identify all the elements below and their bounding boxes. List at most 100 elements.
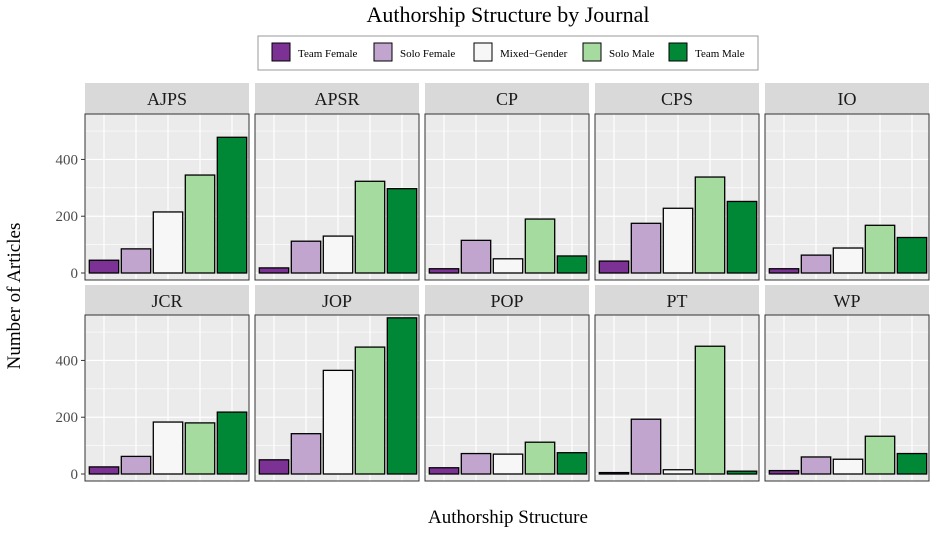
bar-apsr-1 — [290, 240, 322, 274]
panel-strip — [85, 83, 249, 114]
bar-apsr-2 — [322, 235, 354, 274]
panel: AJPS 0 200 400 — [56, 83, 250, 282]
panel-strip — [595, 83, 759, 114]
legend-label: Solo Male — [609, 48, 655, 60]
bar-io-3 — [864, 224, 896, 274]
bar-pt-4 — [726, 470, 758, 475]
legend-label: Team Female — [298, 48, 358, 60]
bar-jop-0 — [258, 459, 290, 475]
bar-jop-3 — [354, 346, 386, 475]
panel: APSR — [254, 83, 420, 281]
legend-label: Mixed−Gender — [500, 48, 568, 60]
panel-strip — [255, 83, 419, 114]
panel-border — [254, 314, 420, 482]
legend-swatch — [271, 42, 291, 62]
bar-cp-0 — [428, 268, 460, 274]
panel: WP — [764, 285, 930, 482]
bar-cps-3 — [694, 176, 726, 274]
y-axis-title: Number of Articles — [4, 223, 25, 370]
bar-pop-3 — [524, 441, 556, 475]
bar-pt-2 — [662, 469, 694, 475]
bar-jcr-3 — [184, 422, 216, 475]
bar-cp-1 — [460, 239, 492, 274]
panel-strip — [765, 285, 929, 315]
legend-swatch — [473, 42, 493, 62]
panel-strip-label: PT — [666, 291, 687, 311]
bar-io-0 — [768, 268, 800, 274]
panel-plot-area — [595, 315, 759, 481]
bar-wp-4 — [896, 452, 928, 475]
y-tick-label: 0 — [71, 266, 79, 282]
bar-wp-2 — [832, 458, 864, 475]
panel-strip-label: CPS — [661, 89, 693, 109]
panel-strip-label: WP — [834, 291, 861, 311]
bar-cp-3 — [524, 218, 556, 274]
bar-io-2 — [832, 247, 864, 274]
legend-swatch — [668, 42, 688, 62]
bar-ajps-1 — [120, 248, 152, 274]
bar-ajps-2 — [152, 211, 184, 274]
bar-pt-3 — [694, 345, 726, 475]
panel-border — [594, 314, 760, 482]
panel-strip — [425, 285, 589, 315]
panel: CPS — [594, 83, 760, 281]
bar-io-4 — [896, 236, 928, 274]
bar-pop-0 — [428, 467, 460, 475]
bar-jcr-4 — [216, 411, 248, 475]
panel-strip-label: CP — [496, 89, 518, 109]
bar-cps-0 — [598, 260, 630, 274]
panel-strip-label: IO — [838, 89, 857, 109]
panel-strip-label: AJPS — [147, 89, 187, 109]
panel-strip-label: POP — [490, 291, 523, 311]
bar-pop-1 — [460, 452, 492, 475]
panel-strip-label: JOP — [322, 291, 352, 311]
panel-strip — [765, 83, 929, 114]
bar-ajps-3 — [184, 174, 216, 274]
bar-wp-1 — [800, 456, 832, 475]
bar-cps-2 — [662, 207, 694, 274]
panel-border — [84, 113, 250, 281]
panel: JCR 0 200 400 — [56, 285, 250, 483]
panel-strip-label: JCR — [151, 291, 182, 311]
panel-border — [424, 113, 590, 281]
panel-plot-area — [425, 114, 589, 280]
legend-swatch — [373, 42, 393, 62]
panel: PT — [594, 285, 760, 482]
y-axis-title-group: Number of Articles — [4, 223, 25, 370]
bar-cps-4 — [726, 200, 758, 274]
bar-wp-0 — [768, 469, 800, 475]
legend-label: Team Male — [695, 48, 745, 60]
bar-wp-3 — [864, 435, 896, 475]
bar-apsr-3 — [354, 180, 386, 274]
y-tick-label: 400 — [56, 353, 79, 369]
panel: CP — [424, 83, 590, 281]
panel: IO — [764, 83, 930, 281]
panel-border — [84, 314, 250, 482]
panel-border — [764, 113, 930, 281]
bar-jop-2 — [322, 369, 354, 475]
panel-border — [424, 314, 590, 482]
panel: POP — [424, 285, 590, 482]
bar-jcr-0 — [88, 466, 120, 475]
bar-apsr-4 — [386, 188, 418, 274]
bar-cp-4 — [556, 255, 588, 274]
bar-io-1 — [800, 254, 832, 274]
bar-jcr-2 — [152, 421, 184, 475]
panel-border — [594, 113, 760, 281]
legend-swatch — [582, 42, 602, 62]
y-tick-label: 200 — [56, 410, 79, 426]
bar-jop-4 — [386, 317, 418, 475]
panel-border — [254, 113, 420, 281]
panel-strip — [255, 285, 419, 315]
bar-cp-2 — [492, 258, 524, 274]
y-tick-label: 200 — [56, 209, 79, 225]
panel: JOP — [254, 285, 420, 482]
panel-strip — [595, 285, 759, 315]
chart-title: Authorship Structure by Journal — [367, 2, 650, 27]
legend: Team Female Solo Female Mixed−Gender Solo M… — [257, 35, 759, 71]
y-tick-label: 400 — [56, 152, 79, 168]
y-tick-label: 0 — [71, 467, 79, 483]
bar-jop-1 — [290, 433, 322, 475]
panel-strip-label: APSR — [314, 89, 359, 109]
bar-cps-1 — [630, 222, 662, 274]
